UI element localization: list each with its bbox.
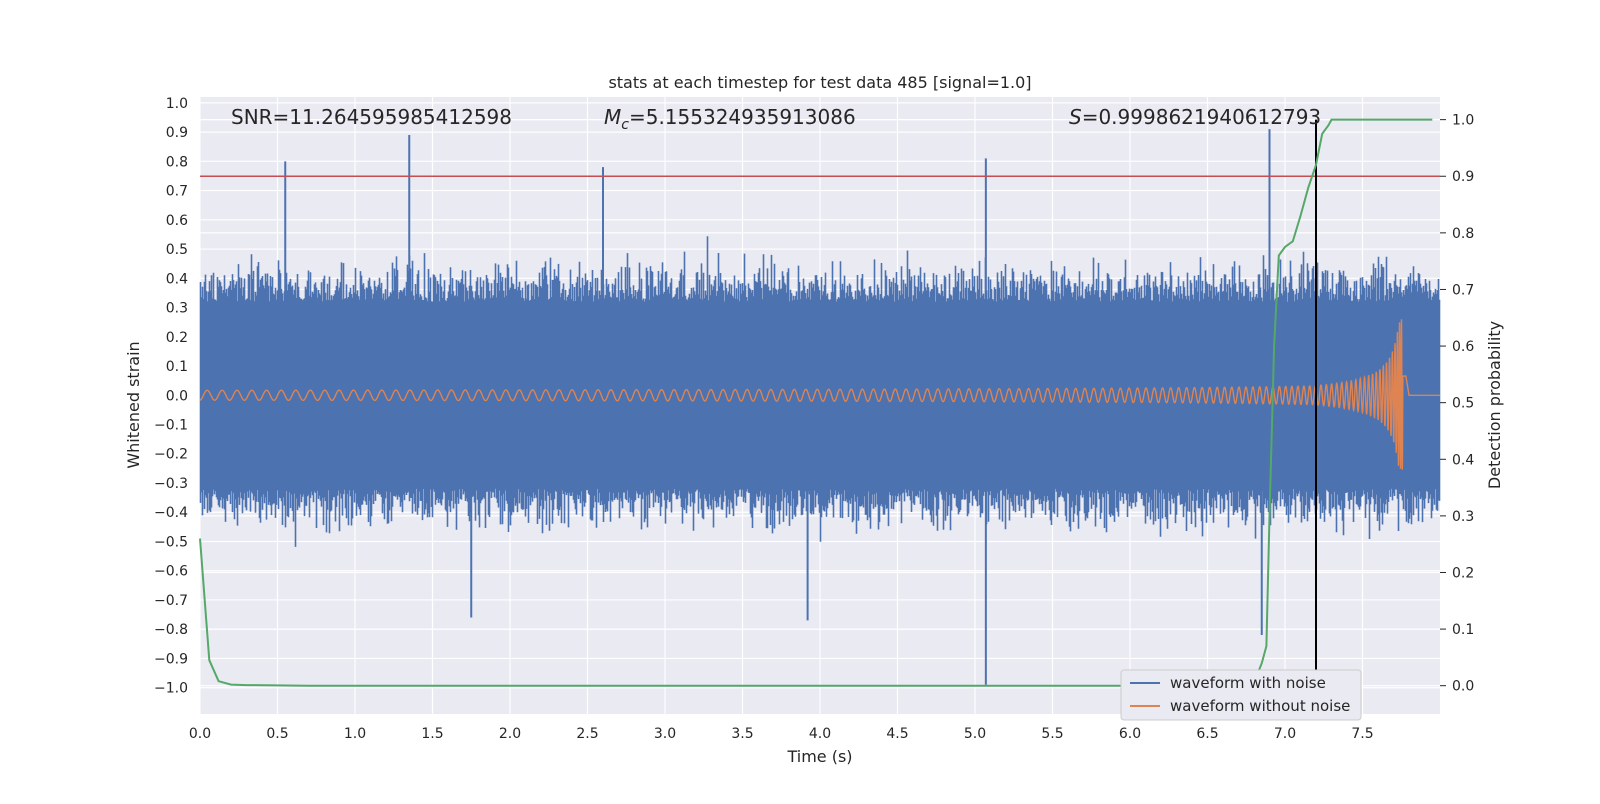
y-tick-label: −0.7 bbox=[154, 593, 188, 609]
x-tick-label: 7.5 bbox=[1351, 726, 1373, 742]
y-tick-label: −1.0 bbox=[154, 681, 188, 697]
x-tick-label: 3.0 bbox=[654, 726, 676, 742]
y2-tick-label: 0.0 bbox=[1452, 679, 1474, 695]
y2-tick-label: 0.5 bbox=[1452, 396, 1474, 412]
x-tick-label: 4.5 bbox=[886, 726, 908, 742]
clean-waveform-trace bbox=[199, 319, 1440, 470]
y2-tick-label: 0.9 bbox=[1452, 169, 1474, 185]
y-tick-label: −0.8 bbox=[154, 622, 188, 638]
y-tick-label: −0.2 bbox=[154, 447, 188, 463]
x-tick-label: 6.0 bbox=[1119, 726, 1141, 742]
y-tick-label: −0.1 bbox=[154, 418, 188, 434]
y2-tick-label: 0.6 bbox=[1452, 339, 1474, 355]
s-annotation: S=0.9998621940612793 bbox=[1069, 105, 1321, 129]
y-tick-label: 0.9 bbox=[166, 125, 188, 141]
legend: waveform with noise waveform without noi… bbox=[1120, 669, 1362, 721]
y2-tick-label: 0.2 bbox=[1452, 565, 1474, 581]
detection-probability-line bbox=[199, 118, 1433, 687]
legend-label-clean: waveform without noise bbox=[1170, 697, 1350, 715]
y2-tick-label: 0.7 bbox=[1452, 282, 1474, 298]
y-tick-labels: 1.0 0.9 0.8 0.7 0.6 0.5 0.4 0.3 0.2 0.1 0.0 −0.1 −0.… bbox=[154, 96, 188, 697]
mc-annotation: Mc=5.155324935913086 bbox=[604, 105, 856, 133]
x-tick-label: 1.5 bbox=[421, 726, 443, 742]
x-tick-label: 0.5 bbox=[266, 726, 288, 742]
y-tick-label: 1.0 bbox=[166, 96, 188, 112]
x-tick-label: 5.5 bbox=[1041, 726, 1063, 742]
y-tick-label: 0.1 bbox=[166, 359, 188, 375]
y-tick-label: 0.7 bbox=[166, 184, 188, 200]
x-tick-labels: 0.0 0.5 1.0 1.5 2.0 2.5 3.0 3.5 4.0 4.5 5.0 5.5 6.0 6… bbox=[189, 726, 1374, 742]
y-tick-label: 0.4 bbox=[166, 271, 188, 287]
y-tick-label: −0.3 bbox=[154, 476, 188, 492]
y-tick-label: −0.9 bbox=[154, 651, 188, 667]
y-tick-label: 0.0 bbox=[166, 388, 188, 404]
chart-title: stats at each timestep for test data 485… bbox=[608, 73, 1031, 92]
y2-tick-labels: 1.0 0.9 0.8 0.7 0.6 0.5 0.4 0.3 0.2 0.1 0.0 bbox=[1440, 113, 1474, 695]
legend-label-noisy: waveform with noise bbox=[1170, 674, 1326, 692]
x-tick-label: 1.0 bbox=[344, 726, 366, 742]
y2-tick-label: 1.0 bbox=[1452, 113, 1474, 129]
x-tick-label: 0.0 bbox=[189, 726, 211, 742]
y-tick-label: 0.5 bbox=[166, 242, 188, 258]
x-tick-label: 4.0 bbox=[809, 726, 831, 742]
y-tick-label: 0.6 bbox=[166, 213, 188, 229]
y-tick-label: 0.8 bbox=[166, 154, 188, 170]
y-tick-label: 0.3 bbox=[166, 301, 188, 317]
y2-tick-label: 0.8 bbox=[1452, 226, 1474, 242]
legend-box bbox=[1120, 669, 1362, 721]
y-tick-label: −0.5 bbox=[154, 534, 188, 550]
y-tick-label: 0.2 bbox=[166, 330, 188, 346]
y2-axis-label: Detection probability bbox=[1485, 321, 1504, 489]
y2-tick-label: 0.4 bbox=[1452, 452, 1474, 468]
clean-waveform-series bbox=[199, 319, 1440, 470]
y-axis-label: Whitened strain bbox=[124, 341, 143, 468]
x-tick-label: 2.0 bbox=[499, 726, 521, 742]
y-tick-label: −0.6 bbox=[154, 564, 188, 580]
y-tick-label: −0.4 bbox=[154, 505, 188, 521]
y2-tick-label: 0.1 bbox=[1452, 622, 1474, 638]
x-tick-label: 7.0 bbox=[1274, 726, 1296, 742]
x-axis-label: Time (s) bbox=[786, 747, 852, 766]
x-tick-label: 5.0 bbox=[964, 726, 986, 742]
x-tick-label: 3.5 bbox=[731, 726, 753, 742]
x-tick-label: 2.5 bbox=[576, 726, 598, 742]
y2-tick-label: 0.3 bbox=[1452, 509, 1474, 525]
snr-annotation: SNR=11.264595985412598 bbox=[231, 105, 512, 129]
x-tick-label: 6.5 bbox=[1196, 726, 1218, 742]
